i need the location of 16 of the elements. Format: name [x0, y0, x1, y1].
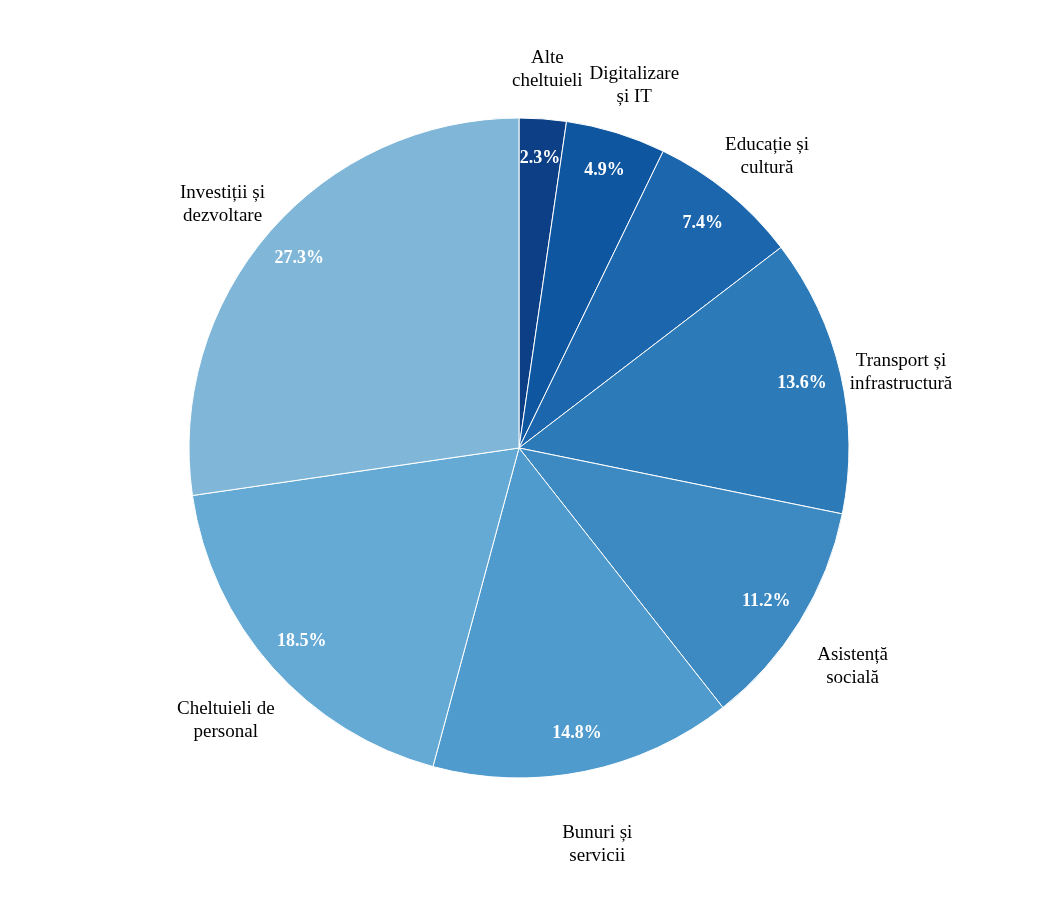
slice-label: Asistență socială [817, 642, 889, 687]
slice-label: Investiții și dezvoltare [180, 180, 266, 225]
data-label: 14.8% [552, 721, 602, 742]
data-label: 7.4% [682, 212, 723, 233]
slice-label: Transport și infrastructură [849, 349, 953, 394]
data-label: 18.5% [277, 629, 327, 650]
slice-label: Alte cheltuieli [511, 46, 583, 91]
slice-label: Educație și cultură [725, 133, 809, 178]
data-label: 2.3% [519, 147, 561, 168]
slice-label: Digitalizare și IT [589, 62, 680, 107]
data-label: 11.2% [741, 589, 791, 610]
slice-label: Bunuri și servicii [562, 821, 633, 866]
data-label: 13.6% [777, 371, 827, 392]
data-label: 27.3% [274, 247, 325, 268]
slice-label: Cheltuieli de personal [176, 697, 275, 742]
data-label: 4.9% [584, 159, 625, 180]
